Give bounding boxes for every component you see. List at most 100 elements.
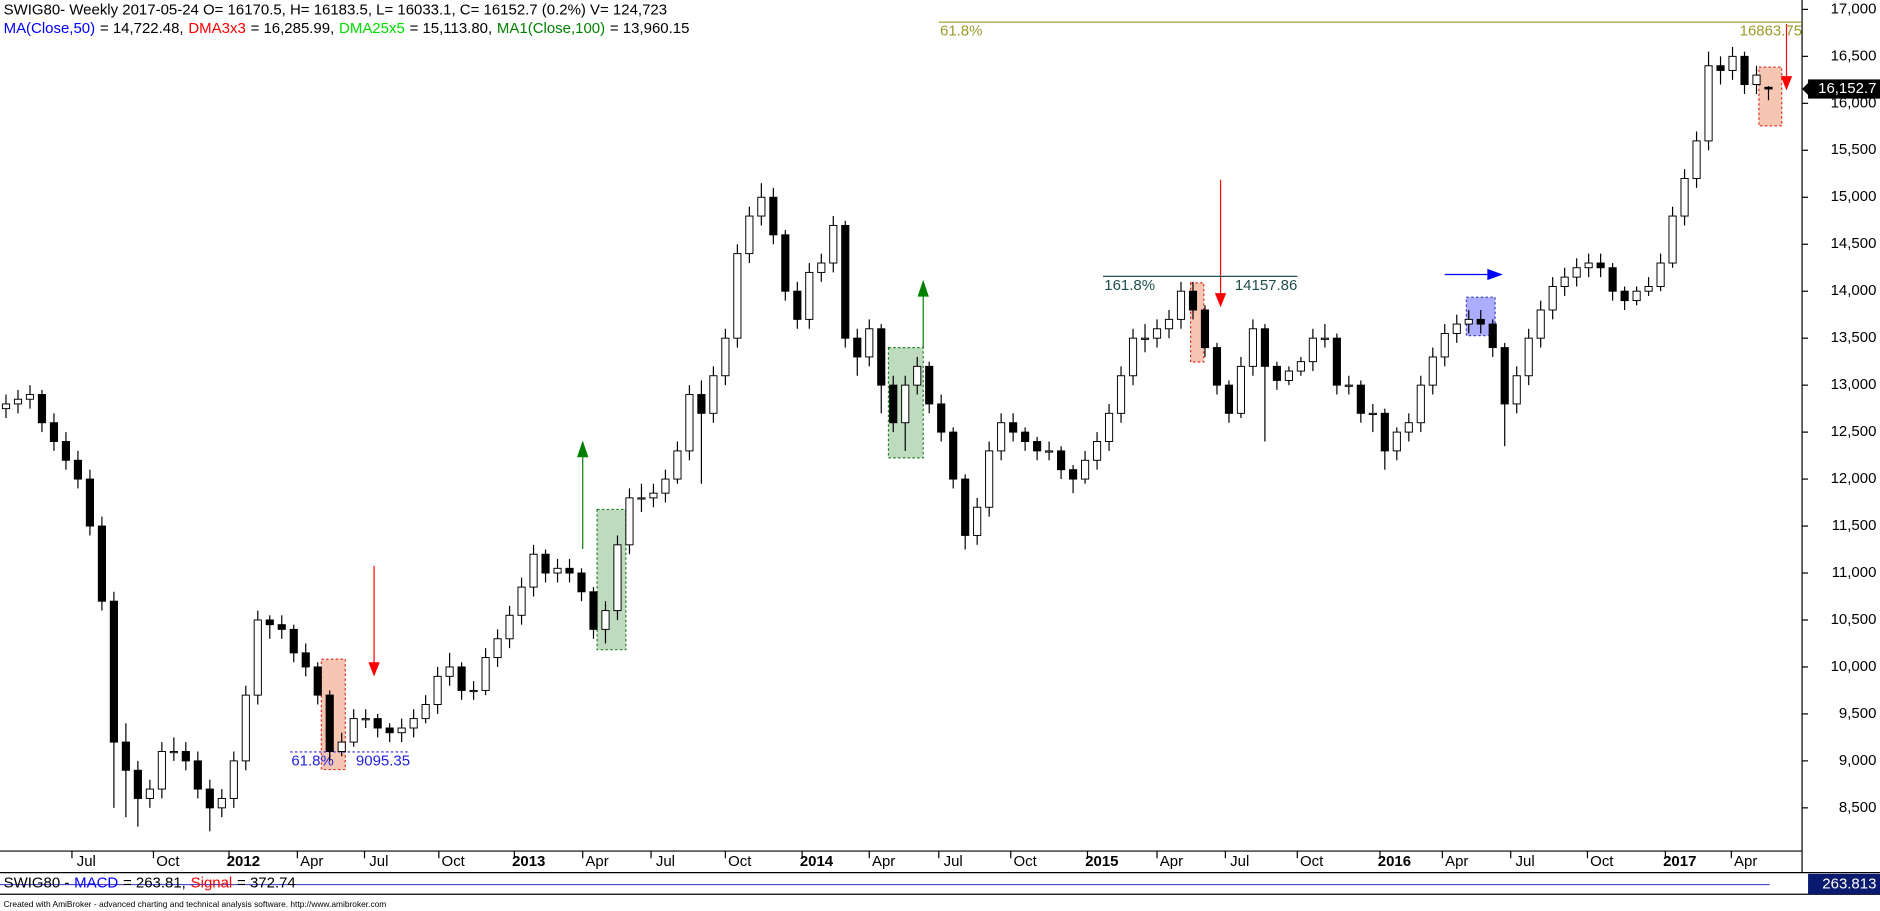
candle-body	[457, 666, 466, 691]
candle-body	[157, 751, 166, 790]
y-tick-label: 10,500	[1831, 611, 1877, 628]
candle-body	[1728, 55, 1737, 71]
candle-body	[649, 492, 658, 499]
candle-body	[13, 398, 23, 405]
candle-body	[493, 638, 502, 659]
y-tick-label: 12,500	[1831, 423, 1877, 440]
candle-body	[925, 365, 934, 405]
candle-body	[637, 497, 646, 500]
candle-body	[565, 567, 574, 574]
candle-body	[1, 403, 11, 410]
y-tick-label: 13,500	[1831, 329, 1877, 346]
candle-body	[1584, 262, 1593, 269]
candle-body	[121, 741, 130, 771]
candle-body	[229, 760, 238, 799]
arrow-head	[1487, 268, 1503, 281]
candle-body	[853, 337, 862, 358]
y-tick-label: 8,500	[1839, 799, 1876, 816]
legend-item: = 372.74	[237, 874, 296, 891]
candle-body	[397, 727, 406, 734]
candle-body	[901, 384, 910, 424]
legend-item: DMA25x5	[339, 20, 405, 37]
candle-body	[1272, 365, 1281, 381]
candle-body	[1176, 290, 1186, 320]
candle-body	[421, 704, 430, 720]
candle-body	[1404, 422, 1413, 433]
legend-item: DMA3x3	[188, 20, 245, 37]
candle-body	[1692, 140, 1701, 179]
legend-item: MA(Close,50)	[4, 20, 96, 37]
legend-item: MACD	[74, 874, 118, 891]
candle-body	[985, 450, 994, 508]
candle-body	[685, 394, 694, 452]
candle-body	[169, 751, 178, 754]
x-tick-label: Oct	[442, 853, 466, 870]
candle-body	[553, 567, 562, 574]
candle-body	[1320, 337, 1329, 340]
candle-body	[1704, 65, 1713, 142]
x-tick-label: 2013	[512, 853, 545, 870]
candle-body	[97, 525, 106, 602]
candle-body	[25, 394, 35, 400]
candle-body	[1644, 286, 1653, 292]
candle-body	[1452, 323, 1461, 334]
x-tick-label: 2012	[227, 853, 260, 870]
x-tick-label: Oct	[1590, 853, 1614, 870]
candle-body	[577, 572, 586, 593]
candle-body	[301, 652, 310, 668]
candle-body	[181, 751, 190, 762]
candle-body	[949, 431, 958, 480]
candle-body	[781, 234, 790, 292]
candle-body	[1152, 328, 1162, 339]
candle-body	[1764, 86, 1773, 90]
x-tick-label: Jul	[944, 853, 963, 870]
candle-body	[1212, 347, 1222, 386]
candle-body	[1740, 55, 1749, 86]
candle-body	[625, 497, 634, 546]
x-tick-label: Jul	[656, 853, 675, 870]
y-tick-label: 14,500	[1831, 235, 1877, 252]
arrow-head	[368, 662, 380, 677]
candle-body	[1680, 178, 1689, 217]
candle-body	[1021, 431, 1030, 442]
fib-ratio: 161.8%	[1104, 277, 1155, 294]
candle-body	[337, 741, 346, 752]
candle-body	[1368, 412, 1377, 415]
legend-item: SWIG80 -	[4, 874, 70, 891]
candle-body	[1536, 309, 1545, 339]
candle-body	[1081, 459, 1090, 480]
arrow-head	[917, 279, 929, 297]
candle-body	[1224, 384, 1234, 414]
candle-body	[409, 718, 418, 729]
candle-body	[253, 619, 262, 696]
y-tick-label: 17,000	[1831, 0, 1877, 17]
candle-body	[793, 290, 802, 320]
candle-body	[841, 224, 850, 339]
candle-body	[1596, 262, 1605, 269]
candle-body	[313, 666, 322, 696]
y-tick-label: 16,500	[1831, 47, 1877, 64]
candle-body	[109, 600, 118, 743]
candle-body	[1033, 441, 1042, 452]
candle-body	[133, 769, 142, 799]
candle-body	[937, 403, 946, 433]
x-tick-label: Oct	[156, 853, 180, 870]
candle-body	[529, 553, 538, 588]
candle-body	[445, 666, 454, 677]
candle-body	[1668, 215, 1677, 264]
y-tick-label: 15,500	[1831, 141, 1877, 158]
candle-body	[1716, 65, 1725, 71]
macd-value-box	[1808, 873, 1880, 895]
y-tick-label: 12,000	[1831, 470, 1877, 487]
arrow-head	[1780, 76, 1793, 91]
x-tick-label: Jul	[369, 853, 388, 870]
x-tick-label: Apr	[585, 853, 608, 870]
x-tick-label: Apr	[1445, 853, 1468, 870]
candle-body	[1045, 450, 1054, 453]
candle-body	[1140, 337, 1150, 340]
candle-body	[601, 610, 610, 630]
candle-body	[1236, 365, 1246, 414]
candle-body	[1009, 422, 1018, 433]
y-tick-label: 15,000	[1831, 188, 1877, 205]
